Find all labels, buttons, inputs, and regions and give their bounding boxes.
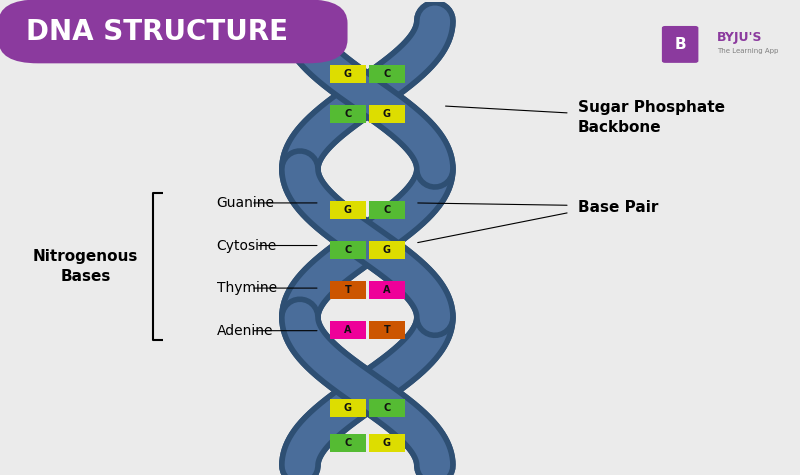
Text: Guanine: Guanine bbox=[217, 196, 274, 210]
Text: T: T bbox=[345, 285, 351, 295]
Text: BYJU'S: BYJU'S bbox=[717, 31, 762, 44]
Bar bbox=[330, 241, 366, 259]
Bar bbox=[369, 241, 405, 259]
Bar bbox=[330, 105, 366, 123]
Text: C: C bbox=[344, 109, 351, 119]
Text: C: C bbox=[344, 245, 351, 255]
Bar bbox=[330, 65, 366, 83]
Text: C: C bbox=[344, 438, 351, 448]
Bar bbox=[369, 201, 405, 219]
Text: G: G bbox=[383, 438, 391, 448]
Text: A: A bbox=[383, 285, 390, 295]
Text: G: G bbox=[383, 245, 391, 255]
Text: G: G bbox=[344, 403, 352, 413]
Bar bbox=[369, 434, 405, 452]
Bar bbox=[369, 105, 405, 123]
Text: T: T bbox=[383, 325, 390, 335]
Bar bbox=[369, 281, 405, 299]
Text: C: C bbox=[383, 403, 390, 413]
Bar bbox=[369, 65, 405, 83]
Bar bbox=[330, 399, 366, 417]
Text: C: C bbox=[383, 69, 390, 79]
Text: C: C bbox=[383, 205, 390, 215]
Text: Base Pair: Base Pair bbox=[578, 200, 658, 215]
Text: B: B bbox=[674, 37, 686, 52]
Bar bbox=[330, 434, 366, 452]
Bar bbox=[330, 281, 366, 299]
Text: G: G bbox=[383, 109, 391, 119]
Bar bbox=[369, 399, 405, 417]
Text: Adenine: Adenine bbox=[217, 323, 273, 338]
Text: Nitrogenous
Bases: Nitrogenous Bases bbox=[33, 249, 138, 284]
Text: A: A bbox=[344, 325, 352, 335]
Text: Cytosine: Cytosine bbox=[217, 238, 277, 253]
FancyBboxPatch shape bbox=[0, 0, 347, 63]
Text: G: G bbox=[344, 205, 352, 215]
Bar bbox=[330, 201, 366, 219]
Text: Sugar Phosphate
Backbone: Sugar Phosphate Backbone bbox=[578, 100, 725, 135]
Text: DNA STRUCTURE: DNA STRUCTURE bbox=[26, 18, 288, 46]
Text: G: G bbox=[344, 69, 352, 79]
Text: Thymine: Thymine bbox=[217, 281, 277, 295]
Text: The Learning App: The Learning App bbox=[717, 48, 778, 54]
Bar bbox=[369, 321, 405, 339]
FancyBboxPatch shape bbox=[662, 26, 698, 63]
Bar bbox=[330, 321, 366, 339]
